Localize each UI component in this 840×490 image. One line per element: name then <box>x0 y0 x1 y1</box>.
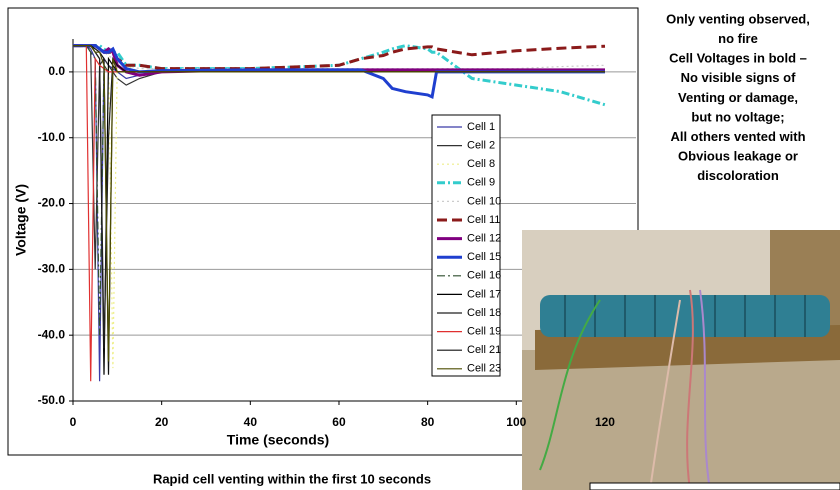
x-tick-label: 20 <box>155 415 169 429</box>
legend-label: Cell 1 <box>467 121 495 133</box>
photo-wire <box>539 299 601 471</box>
y-tick-label: 0.0 <box>48 64 65 78</box>
annotation: Obvious leakage or <box>678 149 798 164</box>
photo-wire <box>699 289 711 490</box>
y-tick-label: -20.0 <box>38 196 66 210</box>
legend-label: Cell 23 <box>467 363 501 375</box>
legend-label: Cell 17 <box>467 288 501 300</box>
annotation: Only venting observed, <box>666 11 810 26</box>
annotation: Cell Voltages in bold – <box>669 51 807 66</box>
annotation: no fire <box>718 31 758 46</box>
y-tick-label: -30.0 <box>38 262 66 276</box>
legend-label: Cell 12 <box>467 233 501 245</box>
x-tick-label: 40 <box>244 415 258 429</box>
x-tick-label: 100 <box>506 415 526 429</box>
photo-wire <box>686 289 694 490</box>
photo <box>522 230 840 490</box>
legend-label: Cell 11 <box>467 214 500 226</box>
legend-label: Cell 15 <box>467 251 501 263</box>
x-tick-label: 120 <box>595 415 615 429</box>
x-axis-label: Time (seconds) <box>227 432 329 448</box>
legend: Cell 1 Cell 2 Cell 8 Cell 9 Cell 10 Cell 11 Ce… <box>431 114 501 377</box>
y-tick-label: -40.0 <box>38 327 66 341</box>
annotation: discoloration <box>697 168 779 183</box>
annotation: but no voltage; <box>691 109 784 124</box>
legend-label: Cell 21 <box>467 344 501 356</box>
legend-label: Cell 2 <box>467 140 495 152</box>
annotation: No visible signs of <box>681 70 797 85</box>
y-tick-label: -10.0 <box>38 130 66 144</box>
annotation: Venting or damage, <box>678 90 798 105</box>
photo-wire <box>649 299 681 490</box>
series-line <box>73 45 605 362</box>
legend-label: Cell 10 <box>467 195 501 207</box>
legend-box <box>431 114 501 377</box>
photo-cells <box>540 295 830 337</box>
plot-area: 0.0 -10.0 -20.0 -30.0 -40.0 -50.0 <box>38 39 636 407</box>
legend-label: Cell 18 <box>467 307 501 319</box>
x-tick-label: 80 <box>421 415 435 429</box>
inset-box <box>589 482 840 490</box>
caption: Rapid cell venting within the first 10 s… <box>153 471 431 486</box>
annotation: All others vented with <box>670 129 805 144</box>
legend-label: Cell 19 <box>467 326 501 338</box>
legend-label: Cell 16 <box>467 270 501 282</box>
y-tick-label: -50.0 <box>38 393 66 407</box>
x-tick-label: 60 <box>332 415 346 429</box>
x-tick-label: 0 <box>70 415 77 429</box>
legend-label: Cell 9 <box>467 177 495 189</box>
legend-label: Cell 8 <box>467 158 495 170</box>
y-axis-label: Voltage (V) <box>13 184 29 256</box>
annotations: Only venting observed, no fire Cell Voltag… <box>666 11 810 183</box>
